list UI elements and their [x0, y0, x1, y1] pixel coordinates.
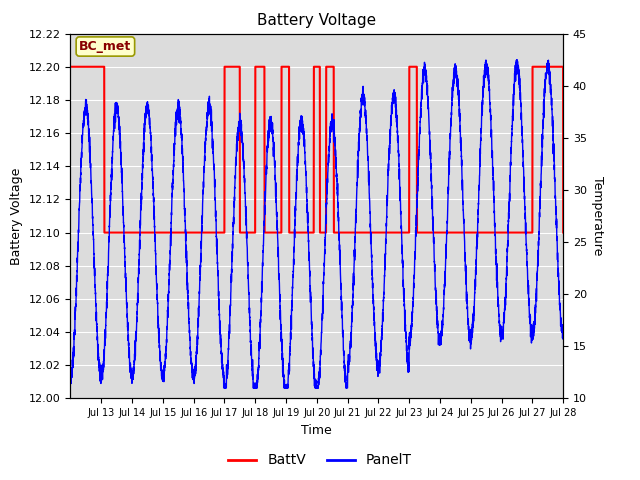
Y-axis label: Temperature: Temperature	[591, 176, 604, 256]
Title: Battery Voltage: Battery Voltage	[257, 13, 376, 28]
Legend: BattV, PanelT: BattV, PanelT	[223, 448, 417, 473]
Text: BC_met: BC_met	[79, 40, 132, 53]
Y-axis label: Battery Voltage: Battery Voltage	[10, 168, 23, 264]
X-axis label: Time: Time	[301, 424, 332, 437]
